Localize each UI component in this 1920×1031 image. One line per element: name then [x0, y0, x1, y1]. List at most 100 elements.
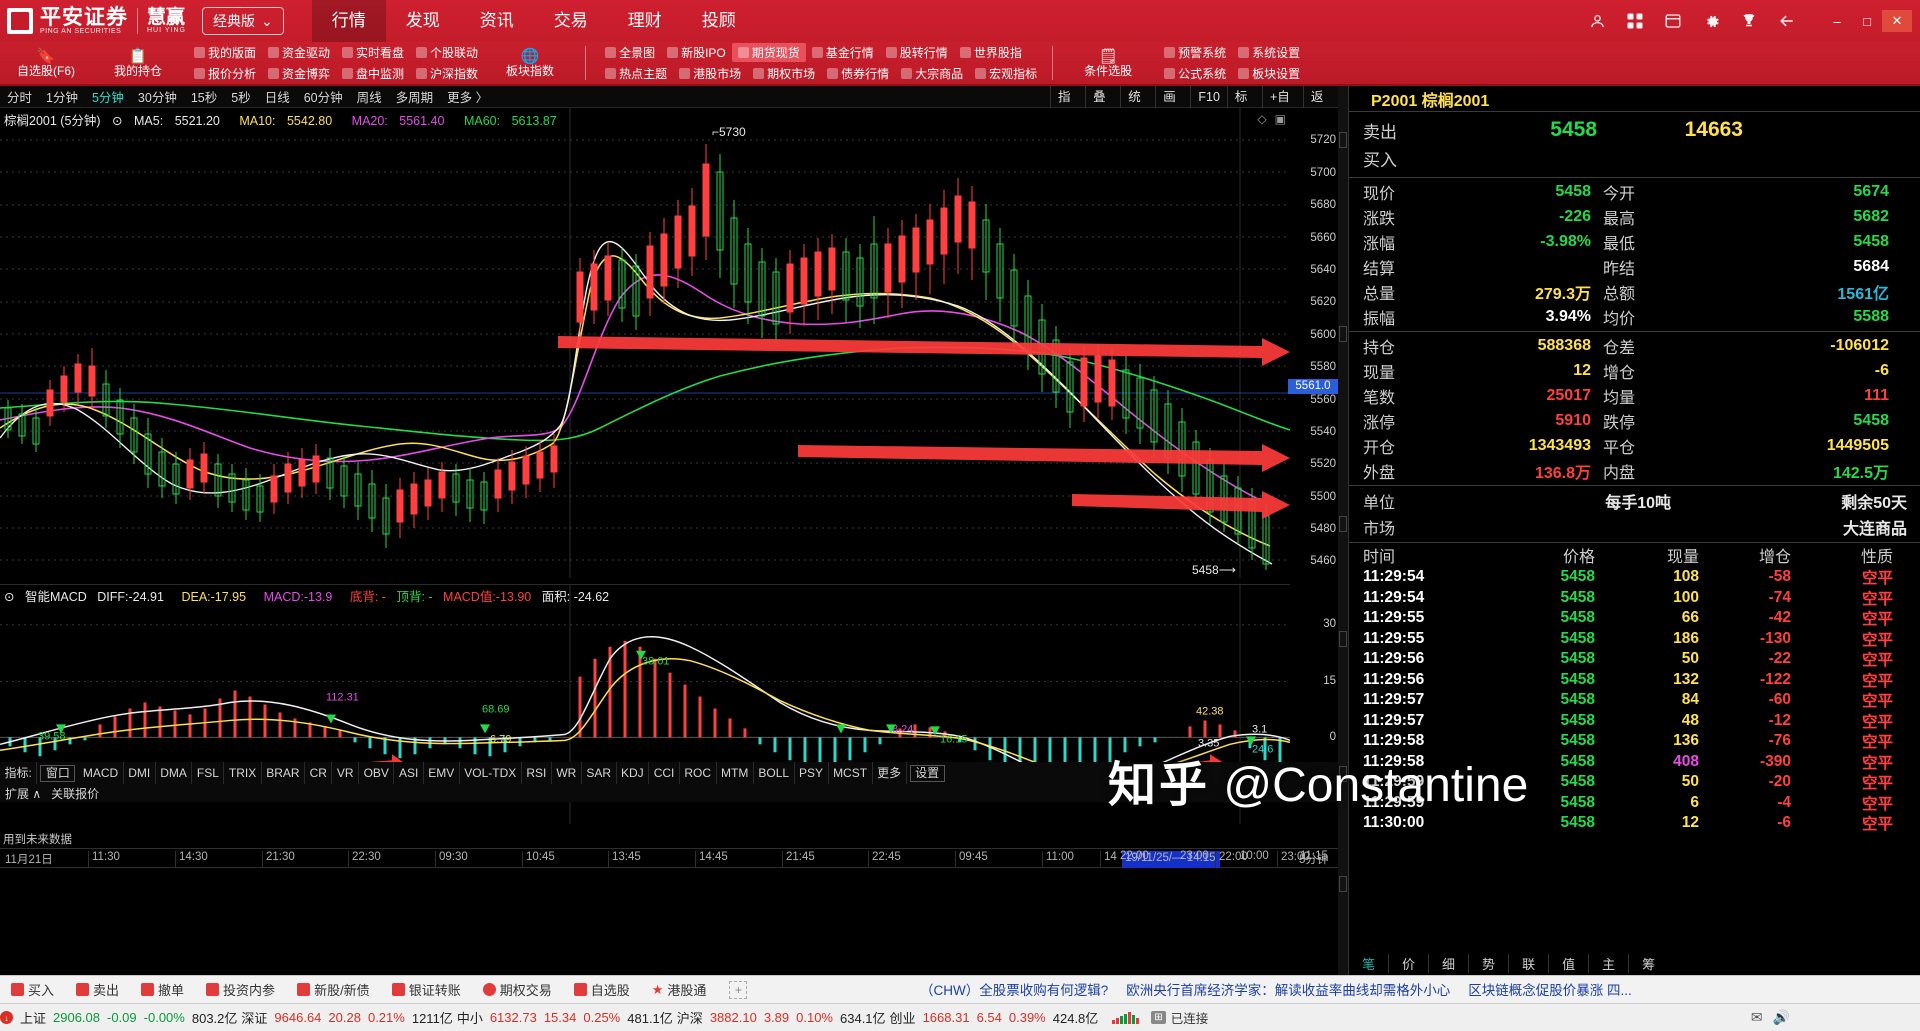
- gear-icon[interactable]: [1700, 10, 1722, 32]
- window-icon[interactable]: [1662, 10, 1684, 32]
- trophy-icon[interactable]: [1738, 10, 1760, 32]
- tb-my-panel[interactable]: 我的版面: [188, 43, 262, 62]
- ind-trix[interactable]: TRIX: [224, 762, 262, 784]
- tb-hk-market[interactable]: 港股市场: [673, 64, 747, 83]
- tick-table-body[interactable]: 11:29:54 5458 108 -58 空平 11:29:54 5458 1…: [1349, 567, 1920, 834]
- tb-sector-settings[interactable]: 板块设置: [1232, 64, 1306, 83]
- table-row[interactable]: 11:29:56 5458 50 -22 空平: [1349, 649, 1920, 670]
- diamond-icon[interactable]: ◇: [1257, 112, 1267, 126]
- period-3[interactable]: 30分钟: [137, 91, 177, 105]
- tool-f10[interactable]: F10: [1190, 86, 1227, 108]
- ind-emv[interactable]: EMV: [424, 762, 460, 784]
- table-row[interactable]: 11:29:58 5458 136 -76 空平: [1349, 731, 1920, 752]
- action-research[interactable]: 投资内参: [195, 980, 286, 999]
- tb-fund-game[interactable]: 资金博弈: [262, 64, 336, 83]
- table-row[interactable]: 11:29:55 5458 186 -130 空平: [1349, 629, 1920, 650]
- tool-mark[interactable]: 标记: [1226, 86, 1262, 126]
- tb-quote-analysis[interactable]: 报价分析: [188, 64, 262, 83]
- period-5[interactable]: 5秒: [231, 91, 251, 105]
- volume-icon[interactable]: 🔊: [1772, 1009, 1790, 1025]
- tb-fund-quote[interactable]: 基金行情: [806, 43, 880, 62]
- minimize-button[interactable]: –: [1833, 13, 1841, 29]
- maximize-button[interactable]: □: [1863, 13, 1871, 29]
- ind-asi[interactable]: ASI: [394, 762, 424, 784]
- index-4[interactable]: 创业 1668.31 6.54 0.39% 424.8亿: [886, 1008, 1099, 1027]
- table-row[interactable]: 11:29:59 5458 50 -20 空平: [1349, 772, 1920, 793]
- nav-item-1[interactable]: 发现: [405, 11, 440, 30]
- nav-item-5[interactable]: 投顾: [701, 11, 736, 30]
- ind-dmi[interactable]: DMI: [124, 762, 156, 784]
- scroll-handle-4[interactable]: [1339, 631, 1347, 647]
- toolbar-favorites[interactable]: 🔖 自选股(F6): [0, 41, 92, 85]
- action-hk-connect[interactable]: ★ 港股通: [641, 980, 718, 999]
- table-row[interactable]: 11:29:57 5458 84 -60 空平: [1349, 690, 1920, 711]
- action-newstock[interactable]: 新股/新债: [286, 980, 381, 999]
- add-shortcut-button[interactable]: +: [729, 980, 748, 999]
- tool-back[interactable]: 返回: [1302, 86, 1338, 126]
- square-icon[interactable]: ▣: [1274, 112, 1286, 126]
- period-7[interactable]: 60分钟: [303, 91, 343, 105]
- action-cancel[interactable]: 撤单: [130, 980, 195, 999]
- ind-kdj[interactable]: KDJ: [617, 762, 650, 784]
- ind-rsi[interactable]: RSI: [522, 762, 552, 784]
- nav-item-3[interactable]: 交易: [553, 11, 588, 30]
- period-6[interactable]: 日线: [264, 91, 290, 105]
- toolbar-positions[interactable]: 📋 我的持仓: [92, 41, 184, 85]
- tb-realtime[interactable]: 实时看盘: [336, 43, 410, 62]
- tb-futures-spot[interactable]: 期货现货: [731, 43, 806, 62]
- period-4[interactable]: 15秒: [190, 91, 218, 105]
- table-row[interactable]: 11:29:55 5458 66 -42 空平: [1349, 608, 1920, 629]
- tool-overlay[interactable]: 叠加: [1085, 86, 1120, 126]
- ind-cr[interactable]: CR: [305, 762, 333, 784]
- period-9[interactable]: 多周期: [395, 91, 434, 105]
- linked-quote[interactable]: 关联报价: [51, 786, 100, 801]
- nav-item-4[interactable]: 理财: [627, 11, 662, 30]
- ind-vr[interactable]: VR: [332, 762, 360, 784]
- nav-item-0[interactable]: 行情: [311, 0, 386, 42]
- action-option[interactable]: 期权交易: [472, 980, 563, 999]
- ind-more[interactable]: 更多: [873, 762, 907, 784]
- table-row[interactable]: 11:29:59 5458 6 -4 空平: [1349, 793, 1920, 814]
- tool-drawline[interactable]: 画线: [1155, 86, 1190, 126]
- tb-formula-system[interactable]: 公式系统: [1158, 64, 1232, 83]
- kline-plot[interactable]: ⌐5730 5458⟶: [0, 108, 1290, 578]
- tb-option-market[interactable]: 期权市场: [747, 64, 821, 83]
- tb-panorama[interactable]: 全景图: [599, 43, 661, 62]
- table-row[interactable]: 11:29:58 5458 408 -390 空平: [1349, 752, 1920, 773]
- tb-macro[interactable]: 宏观指标: [969, 64, 1043, 83]
- ind-roc[interactable]: ROC: [680, 762, 717, 784]
- index-3[interactable]: 沪深 3882.10 3.89 0.10% 634.1亿: [673, 1008, 886, 1027]
- tb-stock-link[interactable]: 个股联动: [410, 43, 484, 62]
- index-2[interactable]: 中小 6132.73 15.34 0.25% 481.1亿: [453, 1008, 673, 1027]
- grid-icon[interactable]: [1624, 10, 1646, 32]
- index-0[interactable]: 上证 2906.08 -0.09 -0.00% 803.2亿: [16, 1008, 237, 1027]
- toolbar-screener[interactable]: 🗒 条件选股: [1062, 41, 1154, 85]
- ind-boll[interactable]: BOLL: [754, 762, 795, 784]
- period-1[interactable]: 1分钟: [46, 91, 78, 105]
- action-sell[interactable]: 卖出: [65, 980, 130, 999]
- tb-hot-topic[interactable]: 热点主题: [599, 64, 673, 83]
- ind-macd[interactable]: MACD: [78, 762, 124, 784]
- period-0[interactable]: 分时: [7, 91, 33, 105]
- scroll-handle-3[interactable]: [1339, 516, 1347, 532]
- expand-toggle[interactable]: 扩展 ∧: [5, 786, 42, 801]
- action-transfer[interactable]: 银证转账: [381, 980, 472, 999]
- ind-brar[interactable]: BRAR: [262, 762, 306, 784]
- scroll-handle-6[interactable]: [1339, 876, 1347, 892]
- scroll-handle-2[interactable]: [1339, 326, 1347, 342]
- toolbar-sector-index[interactable]: 🌐 板块指数: [484, 41, 576, 85]
- tb-alert-system[interactable]: 预警系统: [1158, 43, 1232, 62]
- version-selector[interactable]: 经典版 ⌄: [202, 7, 284, 35]
- period-10[interactable]: 更多 〉: [447, 91, 489, 105]
- ind-dma[interactable]: DMA: [156, 762, 193, 784]
- close-button[interactable]: ✕: [1882, 10, 1912, 32]
- ind-wr[interactable]: WR: [552, 762, 582, 784]
- tb-fund-drive[interactable]: 资金驱动: [262, 43, 336, 62]
- period-8[interactable]: 周线: [356, 91, 382, 105]
- quote-tab-1[interactable]: 价: [1389, 953, 1430, 973]
- quote-tab-6[interactable]: 主: [1589, 953, 1630, 973]
- ind-window[interactable]: 窗口: [40, 764, 76, 782]
- quote-scrollbar[interactable]: [1338, 86, 1348, 975]
- tool-add-favorite[interactable]: +自选: [1261, 86, 1303, 126]
- scroll-handle-5[interactable]: [1339, 766, 1347, 782]
